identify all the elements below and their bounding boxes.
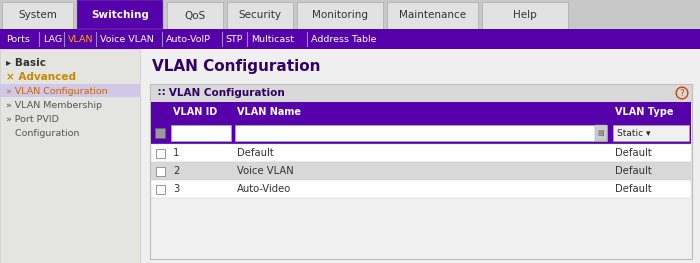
Text: Default: Default: [615, 148, 652, 158]
Text: Default: Default: [615, 184, 652, 194]
Bar: [235, 125, 607, 141]
Bar: [150, 84, 692, 102]
Text: Help: Help: [513, 11, 537, 21]
Text: Ports: Ports: [6, 34, 30, 43]
Text: Default: Default: [237, 148, 274, 158]
Bar: [227, 2, 293, 29]
Text: VLAN Configuration: VLAN Configuration: [152, 59, 321, 74]
Bar: [150, 84, 692, 259]
Text: Address Table: Address Table: [312, 34, 377, 43]
Text: VLAN: VLAN: [69, 34, 94, 43]
Bar: [0, 0, 700, 29]
Text: VLAN Name: VLAN Name: [237, 107, 301, 117]
Bar: [0, 84, 140, 97]
Text: Voice VLAN: Voice VLAN: [237, 166, 294, 176]
Bar: [155, 185, 164, 194]
Text: 2: 2: [173, 166, 179, 176]
Text: Voice VLAN: Voice VLAN: [99, 34, 153, 43]
Text: » Port PVID: » Port PVID: [6, 114, 59, 124]
Bar: [2, 2, 73, 29]
Text: LAG: LAG: [43, 34, 62, 43]
Text: Multicast: Multicast: [251, 34, 294, 43]
Text: Security: Security: [239, 11, 281, 21]
Bar: [0, 29, 700, 49]
Bar: [595, 125, 607, 141]
Text: STP: STP: [226, 34, 244, 43]
Bar: [482, 2, 568, 29]
Bar: [155, 149, 164, 158]
Text: » VLAN Membership: » VLAN Membership: [6, 100, 102, 109]
Text: Monitoring: Monitoring: [312, 11, 368, 21]
Text: Static ▾: Static ▾: [617, 129, 650, 138]
Bar: [77, 0, 163, 29]
Text: Maintenance: Maintenance: [399, 11, 466, 21]
Text: Default: Default: [615, 166, 652, 176]
Bar: [151, 180, 691, 198]
Bar: [613, 125, 689, 141]
Text: 3: 3: [173, 184, 179, 194]
Text: ▤: ▤: [598, 130, 604, 136]
Text: Auto-VoIP: Auto-VoIP: [166, 34, 211, 43]
Bar: [151, 144, 691, 162]
Text: ∷ VLAN Configuration: ∷ VLAN Configuration: [158, 88, 285, 98]
Text: QoS: QoS: [184, 11, 206, 21]
Bar: [151, 122, 691, 144]
Text: ?: ?: [680, 89, 685, 98]
Bar: [140, 49, 700, 263]
Bar: [297, 2, 383, 29]
Text: Switching: Switching: [91, 9, 149, 19]
Text: 1: 1: [173, 148, 179, 158]
Bar: [151, 162, 691, 180]
Text: VLAN ID: VLAN ID: [173, 107, 217, 117]
Bar: [0, 49, 140, 263]
Text: VLAN Type: VLAN Type: [615, 107, 673, 117]
Text: » VLAN Configuration: » VLAN Configuration: [6, 87, 108, 95]
Text: × Advanced: × Advanced: [6, 72, 76, 82]
Bar: [387, 2, 478, 29]
Bar: [151, 102, 691, 122]
Bar: [155, 128, 165, 138]
Bar: [155, 166, 164, 175]
Text: Configuration: Configuration: [6, 129, 79, 138]
Text: ▸ Basic: ▸ Basic: [6, 58, 46, 68]
Bar: [171, 125, 231, 141]
Bar: [167, 2, 223, 29]
Text: Auto-Video: Auto-Video: [237, 184, 291, 194]
Text: System: System: [18, 11, 57, 21]
